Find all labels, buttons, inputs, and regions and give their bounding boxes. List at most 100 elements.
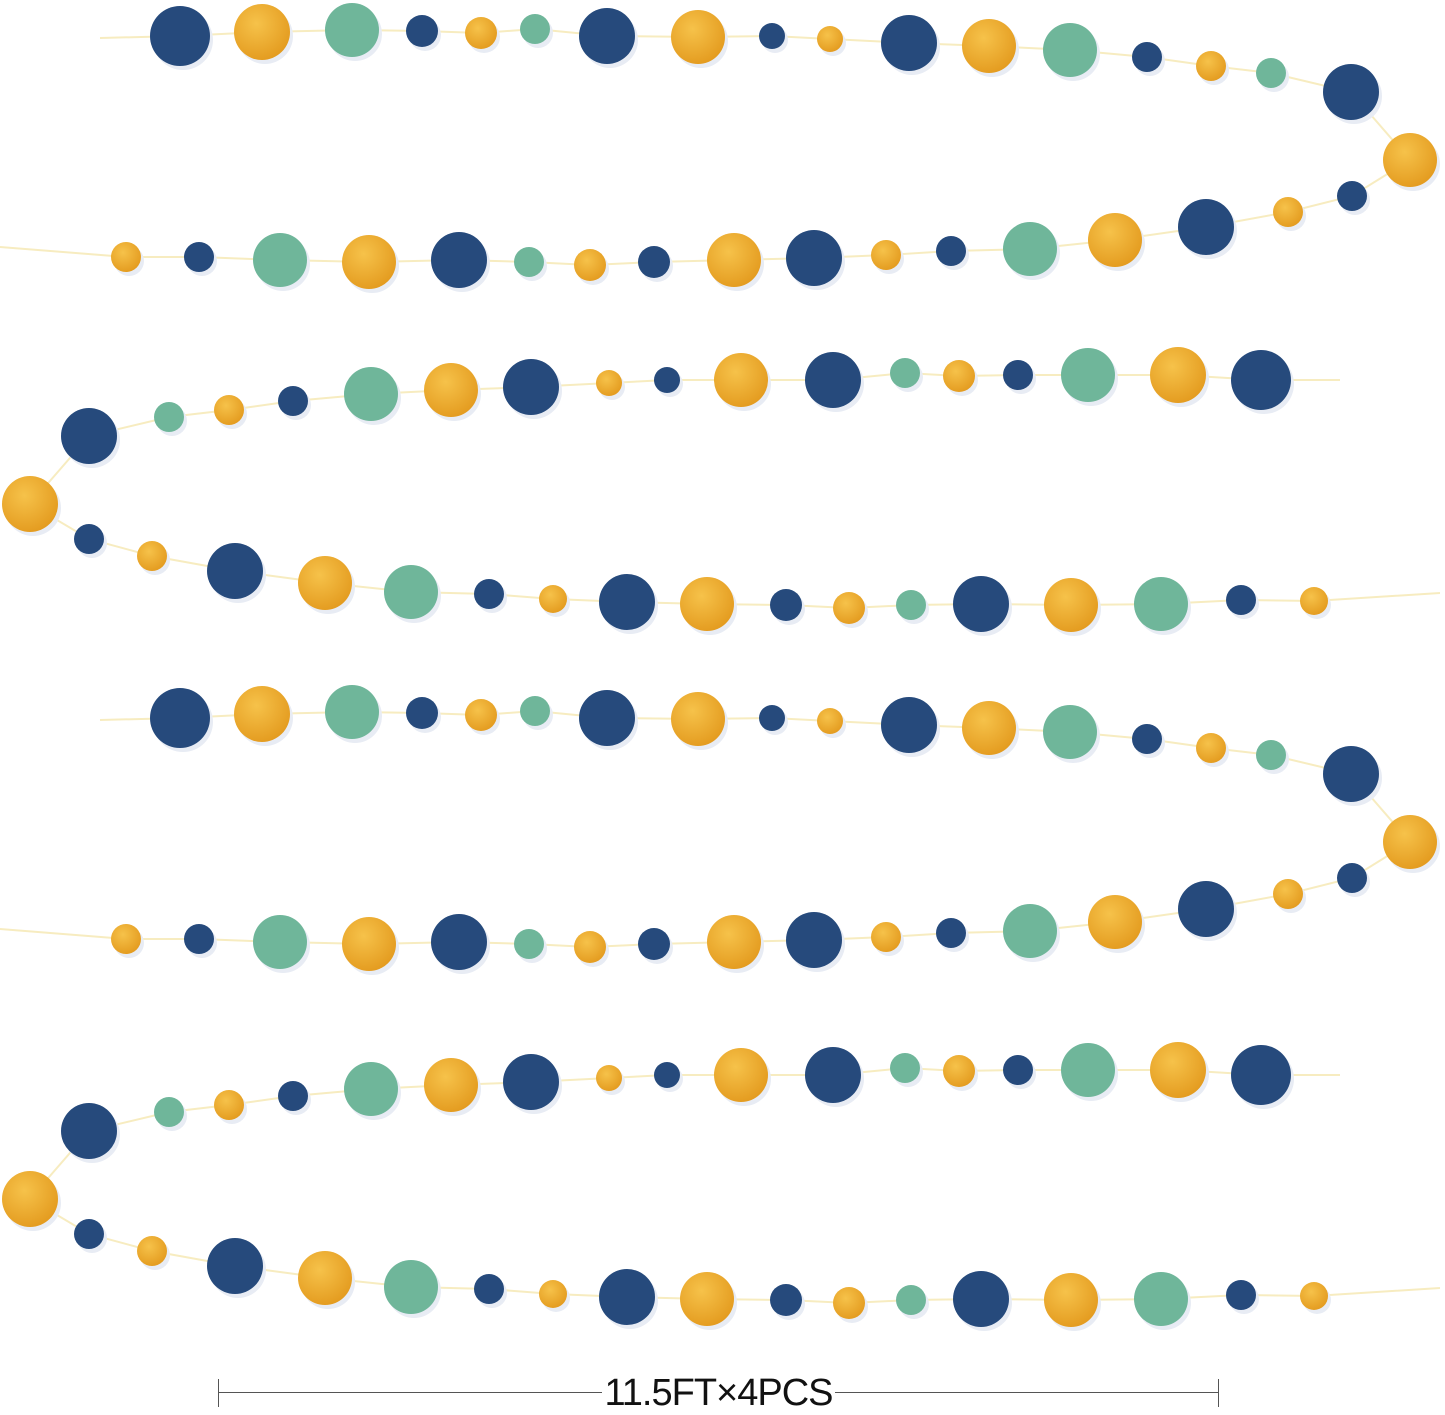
green-circle	[896, 590, 926, 620]
green-circle	[890, 1053, 920, 1083]
navy-circle	[278, 1081, 308, 1111]
gold-circle	[833, 592, 865, 624]
gold-circle	[214, 1090, 244, 1120]
gold-circle	[1088, 895, 1142, 949]
green-circle	[514, 247, 544, 277]
green-circle	[1061, 348, 1115, 402]
navy-circle	[431, 232, 487, 288]
navy-circle	[770, 1284, 802, 1316]
navy-circle	[805, 1047, 861, 1103]
gold-circle	[2, 1171, 58, 1227]
green-circle	[384, 1260, 438, 1314]
green-circle	[896, 1285, 926, 1315]
gold-circle	[714, 353, 768, 407]
gold-circle	[671, 10, 725, 64]
gold-circle	[714, 1048, 768, 1102]
navy-circle	[1337, 863, 1367, 893]
navy-circle	[474, 1274, 504, 1304]
navy-circle	[207, 543, 263, 599]
navy-circle	[278, 386, 308, 416]
green-circle	[325, 3, 379, 57]
navy-circle	[805, 352, 861, 408]
gold-circle	[1044, 1273, 1098, 1327]
gold-circle	[1150, 1042, 1206, 1098]
gold-circle	[2, 476, 58, 532]
navy-circle	[881, 15, 937, 71]
navy-circle	[770, 589, 802, 621]
green-circle	[154, 1097, 184, 1127]
navy-circle	[786, 912, 842, 968]
navy-circle	[936, 236, 966, 266]
gold-circle	[1196, 51, 1226, 81]
gold-circle	[1044, 578, 1098, 632]
green-circle	[1134, 1272, 1188, 1326]
green-circle	[253, 915, 307, 969]
navy-circle	[150, 6, 210, 66]
gold-circle	[680, 577, 734, 631]
gold-circle	[539, 585, 567, 613]
navy-circle	[1231, 350, 1291, 410]
navy-circle	[184, 924, 214, 954]
green-circle	[1003, 904, 1057, 958]
navy-circle	[1132, 724, 1162, 754]
navy-circle	[61, 1103, 117, 1159]
navy-circle	[406, 697, 438, 729]
gold-circle	[596, 370, 622, 396]
navy-circle	[579, 690, 635, 746]
navy-circle	[503, 359, 559, 415]
length-dimension-marker: 11.5FT×4PCS	[218, 1372, 1219, 1414]
navy-circle	[599, 574, 655, 630]
navy-circle	[654, 1062, 680, 1088]
gold-circle	[707, 915, 761, 969]
gold-circle	[671, 692, 725, 746]
gold-circle	[574, 249, 606, 281]
gold-circle	[707, 233, 761, 287]
navy-circle	[74, 1219, 104, 1249]
gold-circle	[424, 363, 478, 417]
gold-circle	[871, 240, 901, 270]
navy-circle	[474, 579, 504, 609]
gold-circle	[342, 235, 396, 289]
navy-circle	[184, 242, 214, 272]
navy-circle	[1323, 746, 1379, 802]
gold-circle	[1273, 879, 1303, 909]
gold-circle	[137, 541, 167, 571]
navy-circle	[1003, 1055, 1033, 1085]
navy-circle	[1178, 199, 1234, 255]
navy-circle	[936, 918, 966, 948]
navy-circle	[1337, 181, 1367, 211]
gold-circle	[111, 242, 141, 272]
green-circle	[520, 14, 550, 44]
gold-circle	[111, 924, 141, 954]
gold-circle	[1150, 347, 1206, 403]
navy-circle	[150, 688, 210, 748]
gold-circle	[1088, 213, 1142, 267]
navy-circle	[406, 15, 438, 47]
navy-circle	[207, 1238, 263, 1294]
dimension-label: 11.5FT×4PCS	[602, 1372, 835, 1414]
gold-circle	[1273, 197, 1303, 227]
green-circle	[1043, 705, 1097, 759]
dimension-tick-left	[218, 1379, 219, 1407]
navy-circle	[503, 1054, 559, 1110]
gold-circle	[1383, 133, 1437, 187]
green-circle	[890, 358, 920, 388]
green-circle	[154, 402, 184, 432]
green-circle	[1061, 1043, 1115, 1097]
navy-circle	[1226, 585, 1256, 615]
gold-circle	[234, 4, 290, 60]
green-circle	[253, 233, 307, 287]
gold-circle	[817, 708, 843, 734]
navy-circle	[431, 914, 487, 970]
green-circle	[344, 367, 398, 421]
navy-circle	[1132, 42, 1162, 72]
navy-circle	[61, 408, 117, 464]
gold-circle	[465, 699, 497, 731]
green-circle	[1043, 23, 1097, 77]
navy-circle	[1178, 881, 1234, 937]
gold-circle	[234, 686, 290, 742]
navy-circle	[599, 1269, 655, 1325]
gold-circle	[962, 701, 1016, 755]
green-circle	[520, 696, 550, 726]
gold-circle	[574, 931, 606, 963]
